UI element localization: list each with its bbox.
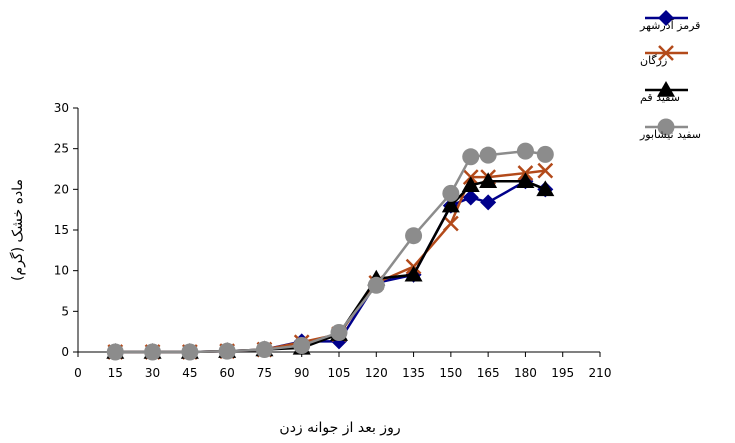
data-point — [144, 343, 162, 361]
data-point — [516, 142, 534, 160]
data-point — [442, 215, 459, 232]
data-point — [516, 172, 535, 188]
series-x — [107, 162, 554, 360]
legend-label: سفید نیشابور — [639, 128, 701, 141]
data-point — [536, 145, 554, 163]
legend-label: قرمز آذرشهر — [639, 18, 700, 32]
legend-item: قرمز آذرشهر — [639, 10, 700, 32]
y-axis-title: ماده خشک (گرم) — [9, 179, 26, 281]
data-point — [461, 176, 480, 193]
y-tick-label: 10 — [54, 264, 69, 278]
series-layer — [106, 142, 555, 361]
legend-item: زرگان — [640, 45, 688, 67]
series-line — [115, 169, 546, 354]
data-point — [255, 341, 273, 359]
x-tick-label: 60 — [220, 366, 235, 380]
data-point — [181, 343, 199, 361]
x-tick-label: 75 — [257, 366, 272, 380]
x-tick-label: 90 — [294, 366, 309, 380]
legend-marker — [657, 118, 675, 136]
y-tick-label: 15 — [54, 223, 69, 237]
x-axis-title: روز بعد از جوانه زدن — [279, 420, 400, 436]
data-point — [293, 336, 311, 354]
data-point — [537, 162, 554, 179]
x-tick-label: 210 — [589, 366, 612, 380]
data-point — [367, 276, 385, 294]
x-tick-label: 30 — [145, 366, 160, 380]
y-tick-label: 0 — [61, 345, 69, 359]
data-point — [480, 194, 497, 211]
data-point — [536, 180, 555, 197]
data-point — [442, 184, 460, 202]
x-tick-label: 120 — [365, 366, 388, 380]
x-tick-label: 150 — [439, 366, 462, 380]
legend-marker — [658, 45, 674, 61]
legend-label: سفید قم — [640, 91, 680, 104]
data-point — [330, 323, 348, 341]
data-point — [441, 196, 460, 213]
legend-item: سفید نیشابور — [639, 118, 701, 141]
legend-label: زرگان — [640, 54, 667, 67]
data-point — [106, 343, 124, 361]
x-tick-label: 15 — [108, 366, 123, 380]
axes: 0 15 30 45 60 75 90 105 120 135 150 165 180 195 210 0 5 1… — [54, 101, 612, 380]
x-tick-label: 180 — [514, 366, 537, 380]
data-point — [218, 342, 236, 360]
y-tick-label: 30 — [54, 101, 69, 115]
series-line — [115, 149, 546, 354]
legend-marker — [657, 81, 675, 97]
x-tick-label: 105 — [328, 366, 351, 380]
series-line — [115, 179, 546, 354]
x-tick-label: 45 — [182, 366, 197, 380]
x-tick-label: 165 — [477, 366, 500, 380]
x-tick-label: 0 — [74, 366, 82, 380]
data-point — [479, 172, 498, 188]
legend-item: سفید قم — [640, 81, 688, 104]
legend-marker — [658, 10, 674, 26]
y-tick-label: 25 — [54, 142, 69, 156]
data-point — [479, 146, 497, 164]
series-line — [115, 179, 546, 354]
y-tick-label: 20 — [54, 182, 69, 196]
data-point — [404, 265, 423, 282]
series-diamond — [107, 173, 554, 360]
series-circle — [106, 142, 554, 361]
x-tick-label: 195 — [551, 366, 574, 380]
data-point — [405, 227, 423, 245]
x-tick-label: 135 — [402, 366, 425, 380]
legend: قرمز آذرشهر زرگان سفید قم سفید نیشابور — [639, 10, 701, 141]
data-point — [462, 148, 480, 166]
data-point — [462, 189, 479, 206]
y-tick-label: 5 — [61, 304, 69, 318]
